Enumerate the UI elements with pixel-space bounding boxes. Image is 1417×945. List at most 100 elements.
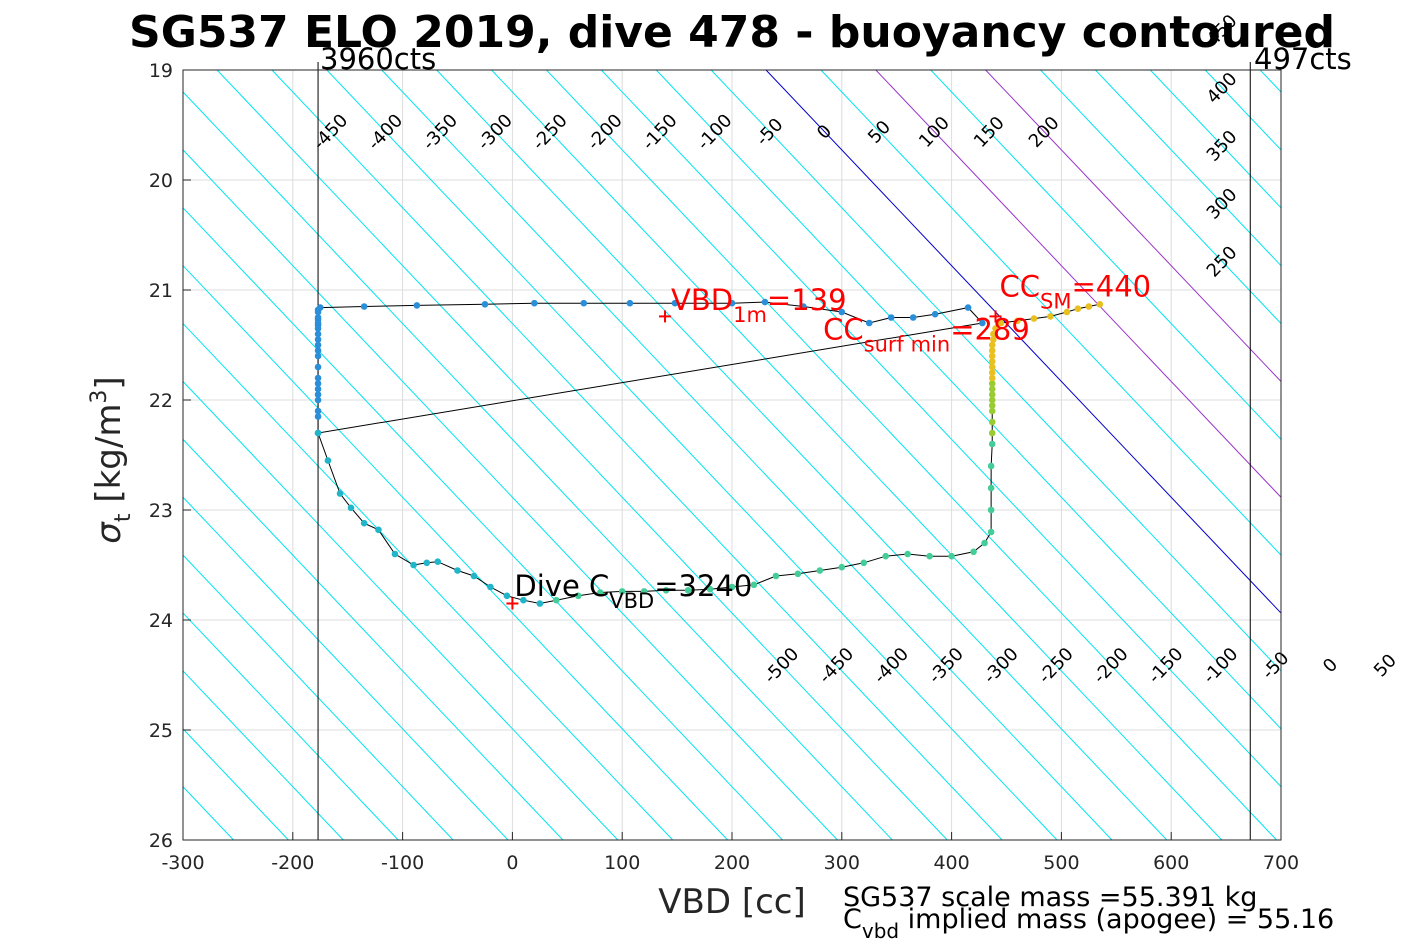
dive-data-point bbox=[503, 592, 511, 600]
dive-data-point bbox=[979, 319, 986, 327]
dive-data-point bbox=[314, 363, 322, 371]
contour-line bbox=[930, 70, 1281, 441]
contour-line bbox=[183, 670, 344, 840]
dive-data-point bbox=[314, 429, 322, 437]
contour-line bbox=[710, 70, 1281, 672]
dive-data-point bbox=[838, 563, 846, 571]
dive-data-point bbox=[410, 561, 417, 569]
dive-data-point bbox=[314, 330, 322, 338]
top-left-count-label: 3960cts bbox=[320, 42, 436, 76]
contour-line bbox=[271, 70, 1003, 840]
dive-data-point bbox=[375, 526, 382, 534]
contour-line bbox=[546, 70, 1277, 840]
dive-data-point bbox=[314, 391, 322, 398]
contour-label-bottom: 50 bbox=[1370, 650, 1401, 681]
dive-data-point bbox=[997, 319, 1005, 327]
dive-data-point bbox=[314, 352, 322, 360]
dive-data-point bbox=[981, 539, 988, 547]
contour-line bbox=[765, 70, 1281, 614]
dive-data-point bbox=[413, 302, 421, 309]
contour-line bbox=[1259, 70, 1281, 93]
dive-data-point bbox=[987, 506, 995, 514]
x-tick-label: -200 bbox=[271, 852, 314, 874]
contour-line bbox=[1095, 70, 1281, 267]
dive-data-point bbox=[865, 319, 873, 327]
dive-data-point bbox=[684, 587, 692, 594]
x-tick-label: -300 bbox=[161, 852, 204, 874]
dive-data-point bbox=[988, 374, 996, 382]
contour-line bbox=[183, 612, 399, 840]
contour-line bbox=[183, 207, 783, 840]
dive-data-point bbox=[314, 341, 322, 349]
dive-data-point bbox=[882, 552, 890, 560]
vbd-limit-lines bbox=[317, 62, 1251, 840]
footer-implied-mass: Cvbd implied mass (apogee) = 55.16 bbox=[843, 904, 1334, 943]
contour-line bbox=[1149, 70, 1281, 209]
dive-data-point bbox=[574, 592, 582, 600]
dive-data-point bbox=[324, 457, 332, 464]
x-tick-label: 700 bbox=[1263, 852, 1299, 874]
dive-data-point bbox=[728, 299, 736, 307]
dive-data-point bbox=[481, 301, 489, 308]
x-tick-label: 300 bbox=[824, 852, 860, 874]
dive-data-point bbox=[553, 596, 560, 604]
dive-data-point bbox=[988, 341, 996, 349]
contour-line bbox=[1370, 70, 1417, 840]
dive-data-point bbox=[988, 352, 996, 360]
contour-line bbox=[183, 496, 509, 840]
dive-data-point bbox=[926, 552, 933, 560]
contour-line bbox=[820, 70, 1281, 556]
dive-data-point bbox=[988, 402, 996, 409]
contour-line bbox=[491, 70, 1223, 840]
contour-line bbox=[183, 264, 728, 840]
contour-line bbox=[381, 70, 1113, 840]
contour-label-bottom: 0 bbox=[1319, 654, 1342, 677]
dive-data-point bbox=[618, 588, 626, 595]
dive-data-point bbox=[800, 303, 807, 310]
dive-data-point bbox=[990, 336, 997, 343]
top-right-count-label: 497cts bbox=[1254, 42, 1352, 76]
dive-data-point bbox=[314, 385, 322, 393]
x-axis-label: VBD [cc] bbox=[658, 882, 806, 922]
dive-data-point bbox=[990, 330, 997, 338]
dive-data-point bbox=[347, 504, 355, 512]
dive-data-point bbox=[314, 407, 322, 415]
dive-data-point bbox=[314, 314, 322, 321]
dive-data-point bbox=[988, 418, 996, 426]
dive-data-point bbox=[816, 567, 824, 574]
x-tick-label: 500 bbox=[1043, 852, 1079, 874]
vbd-1m-label: VBD1m=139 bbox=[671, 283, 847, 327]
dive-data-point bbox=[316, 304, 324, 311]
dive-data-point bbox=[964, 304, 972, 311]
contour-line bbox=[985, 70, 1281, 383]
dive-data-point bbox=[470, 572, 478, 580]
dive-data-point bbox=[1096, 301, 1104, 308]
dive-data-point bbox=[314, 336, 322, 343]
dive-data-point bbox=[626, 299, 634, 307]
dive-data-point bbox=[434, 558, 442, 565]
dive-data-point bbox=[988, 407, 996, 415]
contour-line bbox=[326, 70, 1058, 840]
dive-data-point bbox=[909, 314, 917, 321]
y-tick-label: 21 bbox=[149, 280, 173, 302]
x-tick-label: 200 bbox=[714, 852, 750, 874]
contour-line bbox=[183, 322, 674, 840]
dive-data-point bbox=[314, 396, 322, 404]
dive-data-point bbox=[314, 413, 322, 420]
contour-line bbox=[183, 149, 838, 840]
dive-data-point bbox=[988, 396, 996, 404]
x-tick-label: 0 bbox=[506, 852, 518, 874]
y-tick-label: 20 bbox=[149, 170, 173, 192]
dive-data-point bbox=[750, 581, 758, 589]
y-tick-label: 25 bbox=[149, 720, 173, 742]
footer-scale-mass: SG537 scale mass =55.391 kg bbox=[843, 882, 1257, 913]
dive-data-point bbox=[988, 347, 996, 354]
dive-data-point bbox=[1014, 317, 1021, 325]
dive-data-point bbox=[987, 484, 995, 492]
dive-data-point bbox=[988, 363, 996, 371]
dive-data-point bbox=[887, 314, 895, 321]
chart-title: SG537 ELO 2019, dive 478 - buoyancy cont… bbox=[129, 7, 1335, 58]
dive-data-point bbox=[988, 380, 996, 387]
